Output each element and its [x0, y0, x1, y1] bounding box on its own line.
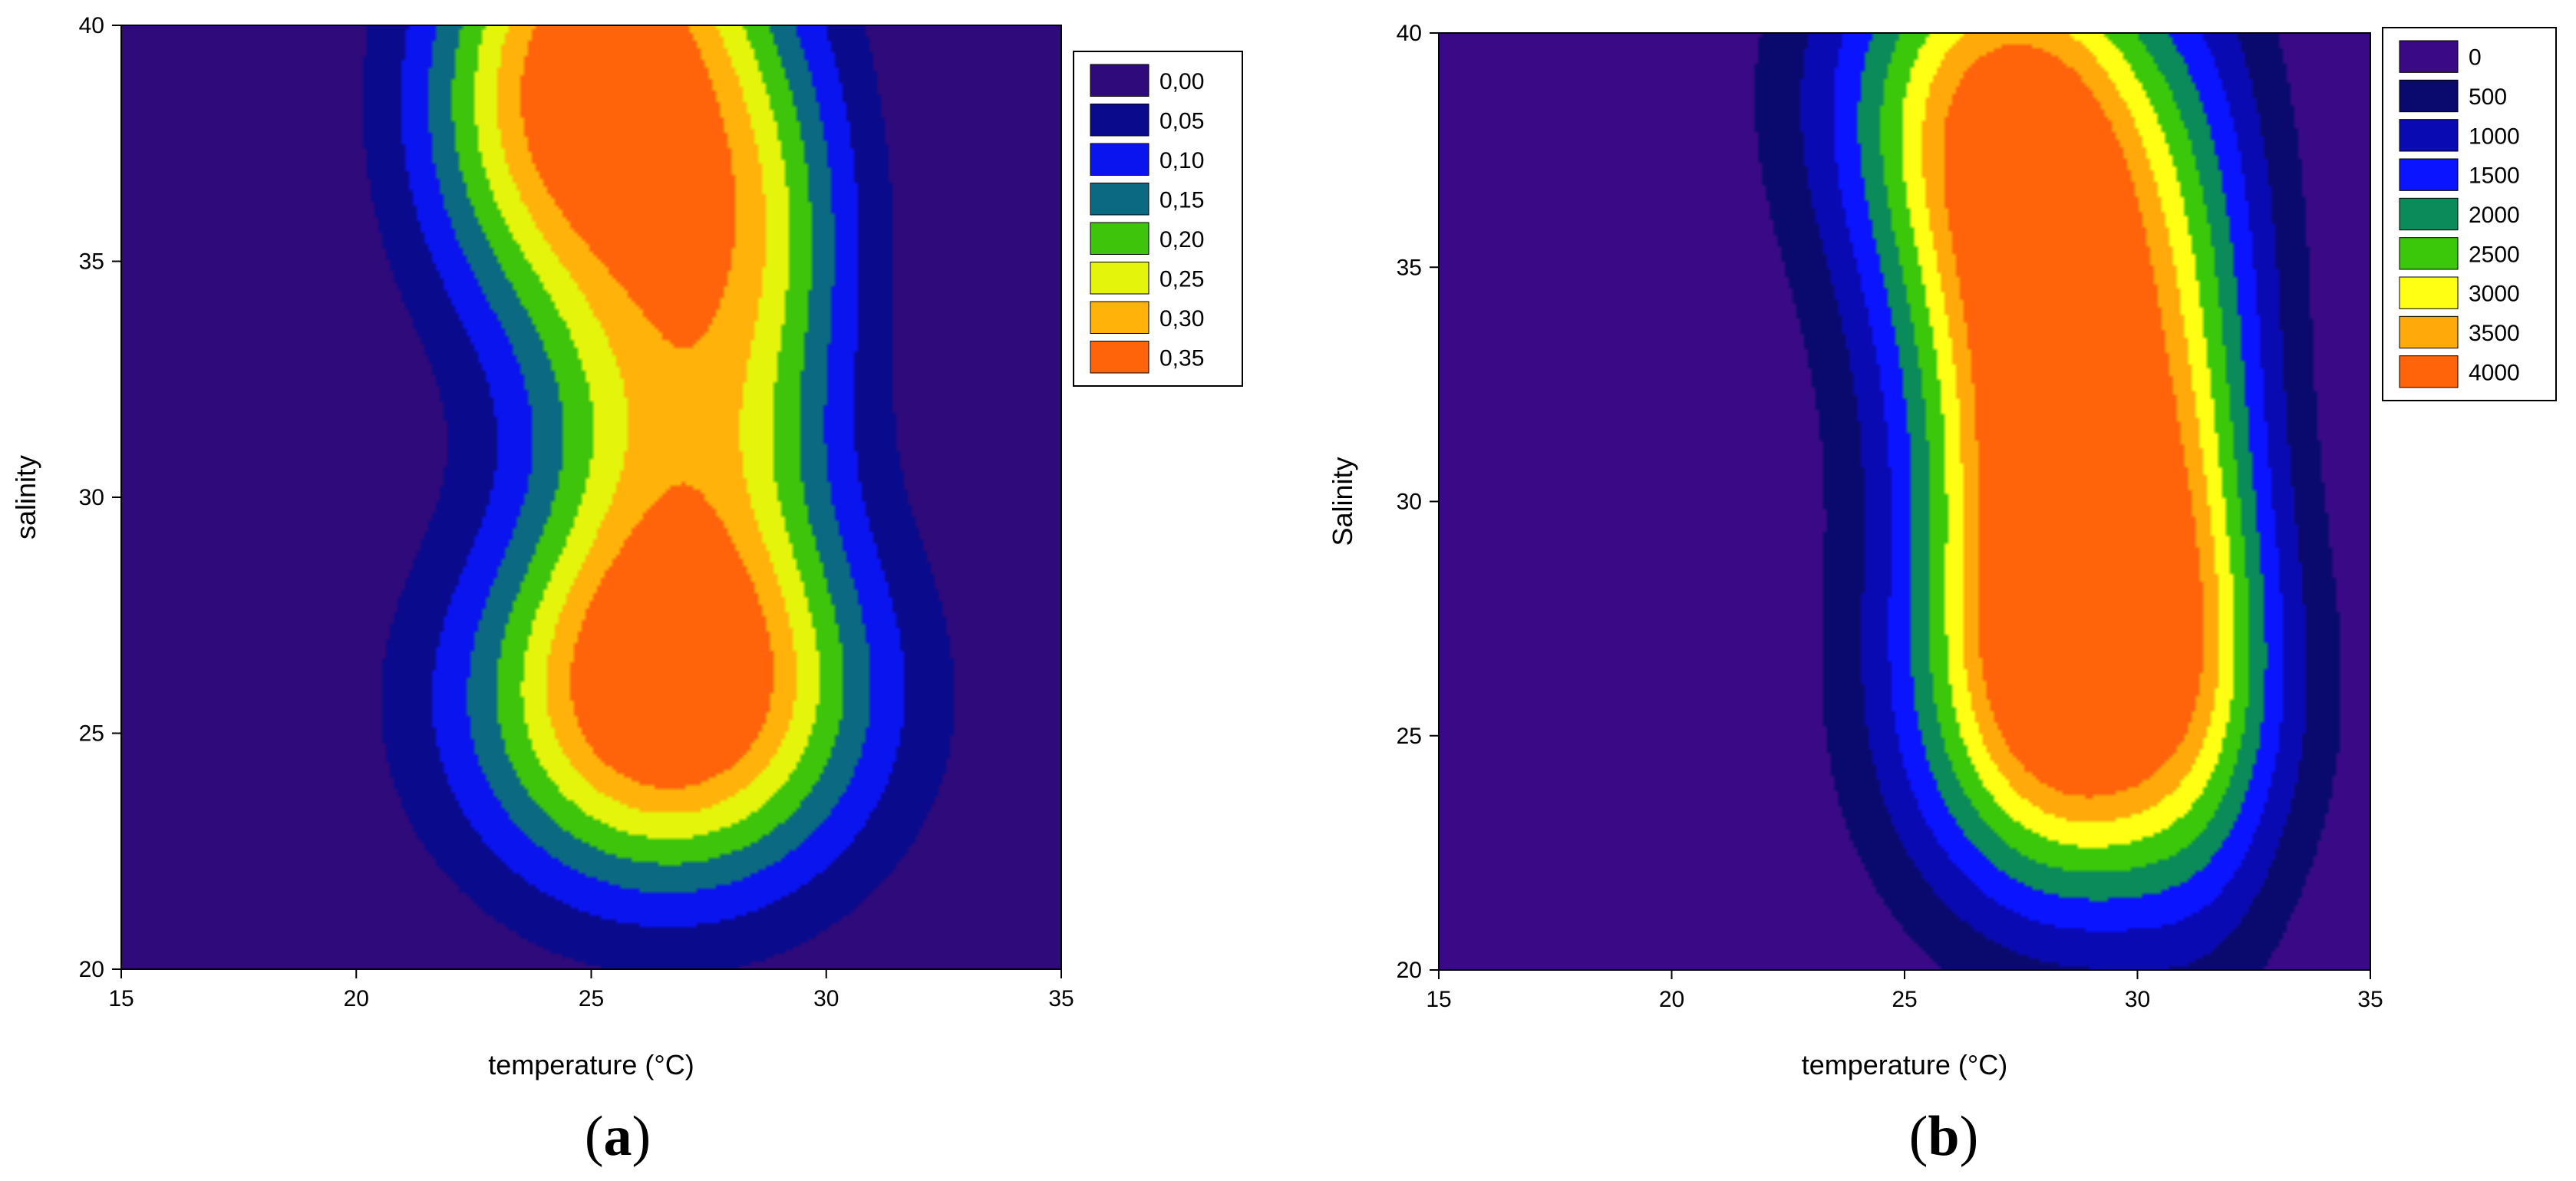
- legend-label: 2000: [2469, 203, 2520, 228]
- legend-label: 1500: [2469, 163, 2520, 189]
- x-tick-label: 25: [1892, 987, 1917, 1012]
- legend-label: 4000: [2469, 360, 2520, 385]
- chart-panel-b: 15 20 25 30 35 20 25 30 35 40 temperature (°C) Sali…: [1289, 0, 2576, 1181]
- legend-swatch: [2399, 197, 2459, 231]
- y-tick-label: 25: [1397, 724, 1422, 749]
- legend-swatch: [1090, 143, 1149, 176]
- legend-label: 0,35: [1159, 345, 1204, 371]
- panel-label: (b): [1909, 1105, 1978, 1168]
- legend-label: 2500: [2469, 242, 2520, 267]
- legend-label: 0,30: [1159, 306, 1204, 332]
- legend-swatch: [2399, 355, 2459, 388]
- legend-label: 3000: [2469, 282, 2520, 307]
- legend-swatch: [2399, 158, 2459, 191]
- x-axis-title: temperature (°C): [1802, 1049, 2007, 1080]
- legend-swatch: [1090, 341, 1149, 374]
- y-axis-title: Salinity: [1327, 457, 1358, 546]
- legend-label: 1000: [2469, 124, 2520, 149]
- legend-swatch: [1090, 104, 1149, 137]
- legend-swatch: [2399, 276, 2459, 309]
- legend-swatch: [2399, 79, 2459, 113]
- x-tick-label: 35: [2357, 987, 2383, 1012]
- legend-swatch: [2399, 237, 2459, 270]
- panel-label: (a): [585, 1105, 651, 1168]
- x-tick-label: 15: [1426, 987, 1451, 1012]
- legend-swatch: [1090, 64, 1149, 97]
- legend-swatch: [2399, 40, 2459, 73]
- legend-label: 0,15: [1159, 187, 1204, 213]
- legend-label: 0,05: [1159, 108, 1204, 134]
- legend-swatch: [2399, 119, 2459, 152]
- y-tick-label: 35: [1397, 255, 1422, 280]
- heatmap-surface: [1439, 33, 2370, 970]
- heatmap-surface: [121, 25, 1061, 969]
- legend-box: [1073, 51, 1243, 387]
- x-tick-label: 20: [344, 986, 369, 1011]
- x-tick-label: 25: [579, 986, 604, 1011]
- legend-swatch: [1090, 301, 1149, 334]
- y-tick-label: 25: [79, 721, 104, 747]
- legend-swatch: [1090, 183, 1149, 216]
- legend-swatch: [1090, 222, 1149, 255]
- legend-label: 0,25: [1159, 266, 1204, 292]
- y-tick-label: 35: [79, 249, 104, 275]
- x-tick-label: 30: [813, 986, 839, 1011]
- legend-label: 3500: [2469, 321, 2520, 346]
- y-tick-label: 40: [79, 13, 104, 38]
- legend-label: 0,20: [1159, 227, 1204, 252]
- y-tick-label: 30: [79, 485, 104, 510]
- x-tick-label: 30: [2125, 987, 2150, 1012]
- y-tick-label: 20: [79, 957, 104, 982]
- x-tick-label: 15: [108, 986, 134, 1011]
- legend-label: 0,10: [1159, 148, 1204, 173]
- x-tick-label: 35: [1048, 986, 1074, 1011]
- x-axis-title: temperature (°C): [488, 1049, 694, 1080]
- legend-label: 0,00: [1159, 69, 1204, 94]
- legend-label: 500: [2469, 84, 2507, 110]
- legend-swatch: [2399, 315, 2459, 349]
- y-axis-title: salinity: [10, 455, 41, 539]
- legend-swatch: [1090, 262, 1149, 295]
- chart-panel-a: 15 20 25 30 35 20 25 30 35 40 temperature (°C) sali…: [10, 13, 1243, 1168]
- legend-label: 0: [2469, 45, 2482, 71]
- y-tick-label: 30: [1397, 490, 1422, 515]
- y-tick-label: 40: [1397, 21, 1422, 46]
- y-tick-label: 20: [1397, 958, 1422, 983]
- x-tick-label: 20: [1659, 987, 1684, 1012]
